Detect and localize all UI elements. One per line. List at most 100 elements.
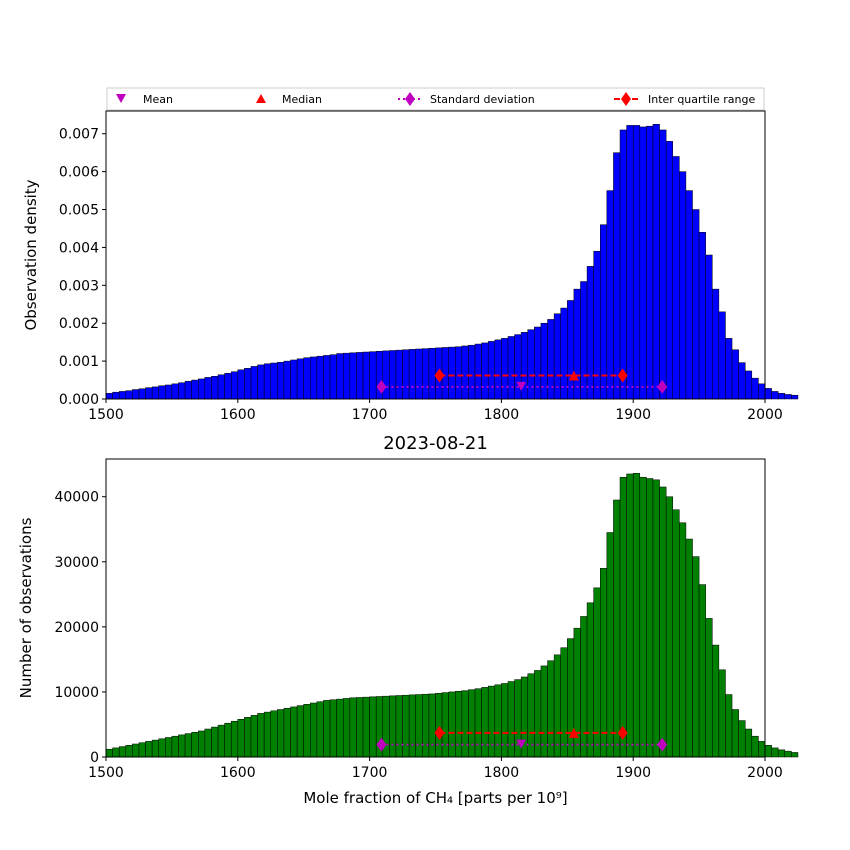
x-tick-label: 1700 (352, 765, 388, 781)
histogram-bar (356, 352, 364, 400)
x-tick-label: 1500 (88, 765, 124, 781)
histogram-bar (362, 351, 370, 400)
standard-deviation-lower-marker (376, 379, 387, 394)
histogram-bar (507, 681, 515, 758)
histogram-bar (580, 616, 588, 758)
histogram-bar (718, 669, 726, 758)
histogram-bar (507, 336, 515, 400)
histogram-bar (487, 341, 496, 400)
histogram-bar (764, 745, 772, 758)
histogram-bar (626, 125, 634, 400)
density-statistics-markers (376, 368, 668, 394)
histogram-bar (362, 696, 370, 758)
histogram-bar (487, 685, 496, 758)
histogram-bar (204, 728, 212, 758)
inter-quartile-range-lower-marker (434, 368, 445, 383)
histogram-bar (263, 711, 272, 758)
histogram-bar (553, 654, 561, 758)
histogram-bar (712, 644, 720, 758)
y-tick-label: 20000 (54, 620, 99, 636)
x-tick-label: 1900 (615, 407, 651, 423)
histogram-bar (310, 702, 318, 758)
histogram-bar (356, 697, 364, 758)
histogram-bar (138, 388, 146, 400)
legend-entry-median: Median (256, 93, 322, 106)
legend-label-standard-deviation: Standard deviation (430, 93, 535, 106)
legend-entry-standard-deviation: Standard deviation (398, 92, 535, 106)
histogram-bar (389, 695, 397, 758)
histogram-bar (283, 707, 291, 758)
histogram-bar (323, 355, 331, 400)
histogram-bar (514, 334, 522, 400)
histogram-bar (632, 473, 641, 758)
histogram-bar (672, 509, 680, 758)
y-tick-label: 0.004 (59, 240, 99, 256)
histogram-bar (501, 683, 509, 758)
y-tick-label: 40000 (54, 490, 99, 506)
histogram-bar (171, 735, 179, 758)
histogram-bar (751, 735, 759, 758)
histogram-bar (369, 696, 377, 758)
histogram-bar (619, 476, 627, 758)
histogram-bar (626, 473, 634, 758)
density-x-ticks: 1500 1600 1700 1800 1900 2000 (88, 399, 783, 423)
histogram-bar (468, 689, 476, 758)
histogram-bar (567, 300, 575, 400)
y-tick-label: 0.001 (59, 354, 99, 370)
histogram-bar (534, 326, 542, 400)
histogram-bar (738, 720, 746, 758)
histogram-bar (270, 710, 278, 758)
histogram-bar (158, 385, 166, 400)
standard-deviation-upper-marker (657, 737, 668, 752)
histogram-bar (751, 377, 759, 400)
count-statistics-markers (376, 725, 668, 752)
histogram-bar (310, 356, 318, 400)
y-tick-label: 30000 (54, 555, 99, 571)
histogram-bar (725, 338, 733, 400)
histogram-bar (718, 311, 726, 400)
histogram-bar (402, 349, 410, 400)
histogram-bar (158, 738, 166, 758)
histogram-bar (178, 734, 186, 758)
histogram-bar (230, 720, 239, 758)
legend-label-inter-quartile-range: Inter quartile range (648, 93, 755, 106)
legend-frame (106, 87, 765, 111)
histogram-bar (744, 728, 753, 758)
y-tick-label: 10000 (54, 685, 99, 701)
histogram-bar (448, 346, 456, 400)
histogram-bar (145, 387, 153, 400)
histogram-bar (712, 288, 720, 400)
histogram-bar (415, 348, 423, 400)
histogram-bar (217, 374, 225, 400)
y-tick-label: 0.006 (59, 165, 99, 181)
x-tick-label: 2000 (747, 765, 783, 781)
histogram-bar (698, 232, 706, 400)
histogram-bar (290, 359, 298, 400)
diamond-icon (621, 92, 631, 106)
histogram-bar (560, 307, 568, 400)
histogram-bar (441, 692, 449, 758)
histogram-bar (323, 700, 331, 758)
histogram-bar (349, 697, 357, 758)
histogram-bar (257, 713, 265, 758)
histogram-bar (441, 347, 449, 400)
histogram-bar (217, 724, 225, 758)
histogram-bar (613, 152, 621, 400)
histogram-bar (191, 379, 199, 400)
legend-entry-inter-quartile-range: Inter quartile range (614, 92, 755, 106)
histogram-bar (435, 692, 443, 758)
histogram-bar (132, 389, 140, 400)
histogram-bar (112, 747, 120, 758)
histogram-bar (263, 363, 272, 400)
histogram-bar (731, 709, 739, 758)
histogram-bar (257, 364, 265, 400)
histogram-bar (105, 748, 113, 758)
histogram-bar (744, 370, 753, 400)
histogram-bar (369, 351, 377, 400)
histogram-bar (303, 357, 311, 400)
histogram-bar (586, 266, 594, 400)
histogram-bar (448, 691, 456, 758)
median-marker (568, 727, 579, 738)
histogram-bar (659, 486, 667, 758)
histogram-bar (784, 750, 792, 758)
